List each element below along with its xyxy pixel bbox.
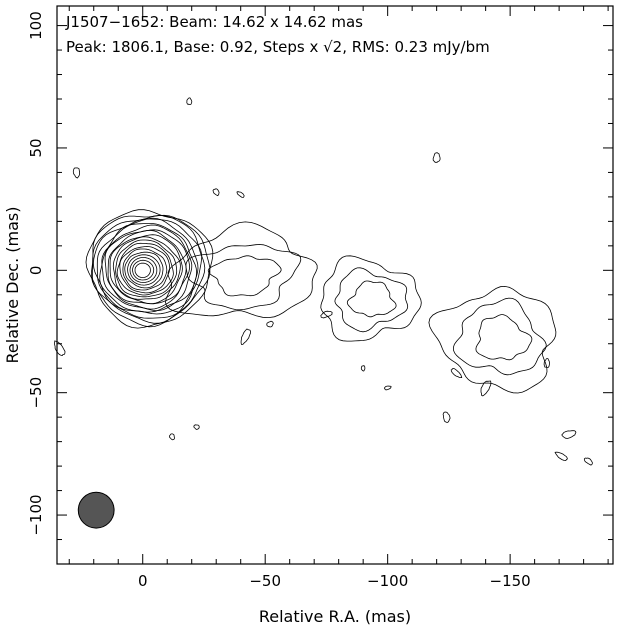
x-tick-label-0: 0	[138, 572, 148, 590]
noise-contour-1	[186, 97, 193, 105]
core-contour-3	[127, 254, 161, 286]
core-contour-4	[124, 251, 164, 289]
x-axis: 0 −50 −100 −150	[68, 6, 609, 590]
jet-knot-a-contour-1	[334, 267, 409, 333]
noise-contour-4	[432, 152, 441, 163]
core-contour-19	[85, 209, 214, 329]
core-contour-13	[101, 224, 193, 312]
noise-contour-6	[266, 320, 274, 328]
noise-contour-0	[72, 167, 80, 179]
jet-knot-a-contour-2	[346, 280, 397, 318]
inner-jet-contour-0	[165, 221, 318, 319]
x-tick-label-2: −100	[367, 572, 408, 590]
core-contour-15	[96, 217, 199, 315]
core-contour-6	[119, 245, 171, 294]
core-contour-5	[122, 248, 168, 291]
core-contour-17	[91, 214, 206, 324]
noise-contour-2	[212, 188, 220, 197]
jet-knot-b-contour-0	[428, 285, 557, 394]
y-tick-label-0: 100	[27, 11, 45, 40]
jet-knot-a-contour-0	[320, 255, 422, 342]
noise-contour-7	[360, 365, 366, 372]
noise-contour-11	[193, 424, 200, 430]
noise-contour-8	[383, 385, 392, 391]
jet-knot-b-contour-1	[452, 297, 547, 376]
beam-layer	[77, 491, 115, 529]
core-contour-1	[132, 259, 155, 281]
inner-jet-contour-2	[207, 255, 282, 297]
x-axis-label: Relative R.A. (mas)	[259, 607, 411, 626]
title-line-2: Peak: 1806.1, Base: 0.92, Steps x √2, RM…	[66, 38, 490, 56]
contour-layer	[54, 97, 593, 466]
core-contour-7	[116, 242, 174, 296]
noise-contour-9	[442, 411, 451, 423]
core-contour-9	[112, 236, 181, 300]
y-tick-label-4: −100	[27, 494, 45, 535]
beam-ellipse	[77, 491, 115, 529]
core-contour-14	[99, 223, 198, 313]
y-axis-label: Relative Dec. (mas)	[3, 207, 22, 364]
core-contour-2	[129, 257, 158, 283]
noise-contour-19	[543, 358, 550, 368]
inner-jet-contour-1	[185, 244, 302, 311]
jet-knot-b-contour-2	[475, 314, 533, 361]
y-tick-label-2: 0	[27, 266, 45, 276]
x-tick-label-3: −150	[490, 572, 531, 590]
noise-contour-10	[169, 433, 175, 441]
noise-contour-5	[240, 328, 251, 346]
title-line-1: J1507−1652: Beam: 14.62 x 14.62 mas	[65, 13, 363, 31]
sqrt-symbol: √2	[323, 38, 342, 56]
noise-contour-16	[320, 310, 333, 319]
core-contour-18	[90, 214, 211, 328]
core-contour-0	[134, 262, 151, 278]
core-contour-12	[104, 229, 190, 310]
core-contour-8	[115, 239, 178, 298]
y-axis: 100 50 0 −50 −100	[27, 11, 613, 541]
y-tick-label-1: 50	[27, 138, 45, 157]
noise-contour-13	[554, 451, 568, 462]
noise-contour-14	[583, 457, 593, 466]
noise-contour-12	[561, 430, 577, 439]
noise-contour-15	[54, 340, 66, 357]
plot-frame	[56, 5, 614, 565]
y-tick-label-3: −50	[27, 377, 45, 409]
x-tick-label-1: −50	[249, 572, 281, 590]
core-contour-10	[109, 234, 183, 304]
noise-contour-18	[480, 380, 492, 397]
noise-contour-17	[450, 368, 463, 378]
noise-contour-3	[236, 191, 245, 198]
